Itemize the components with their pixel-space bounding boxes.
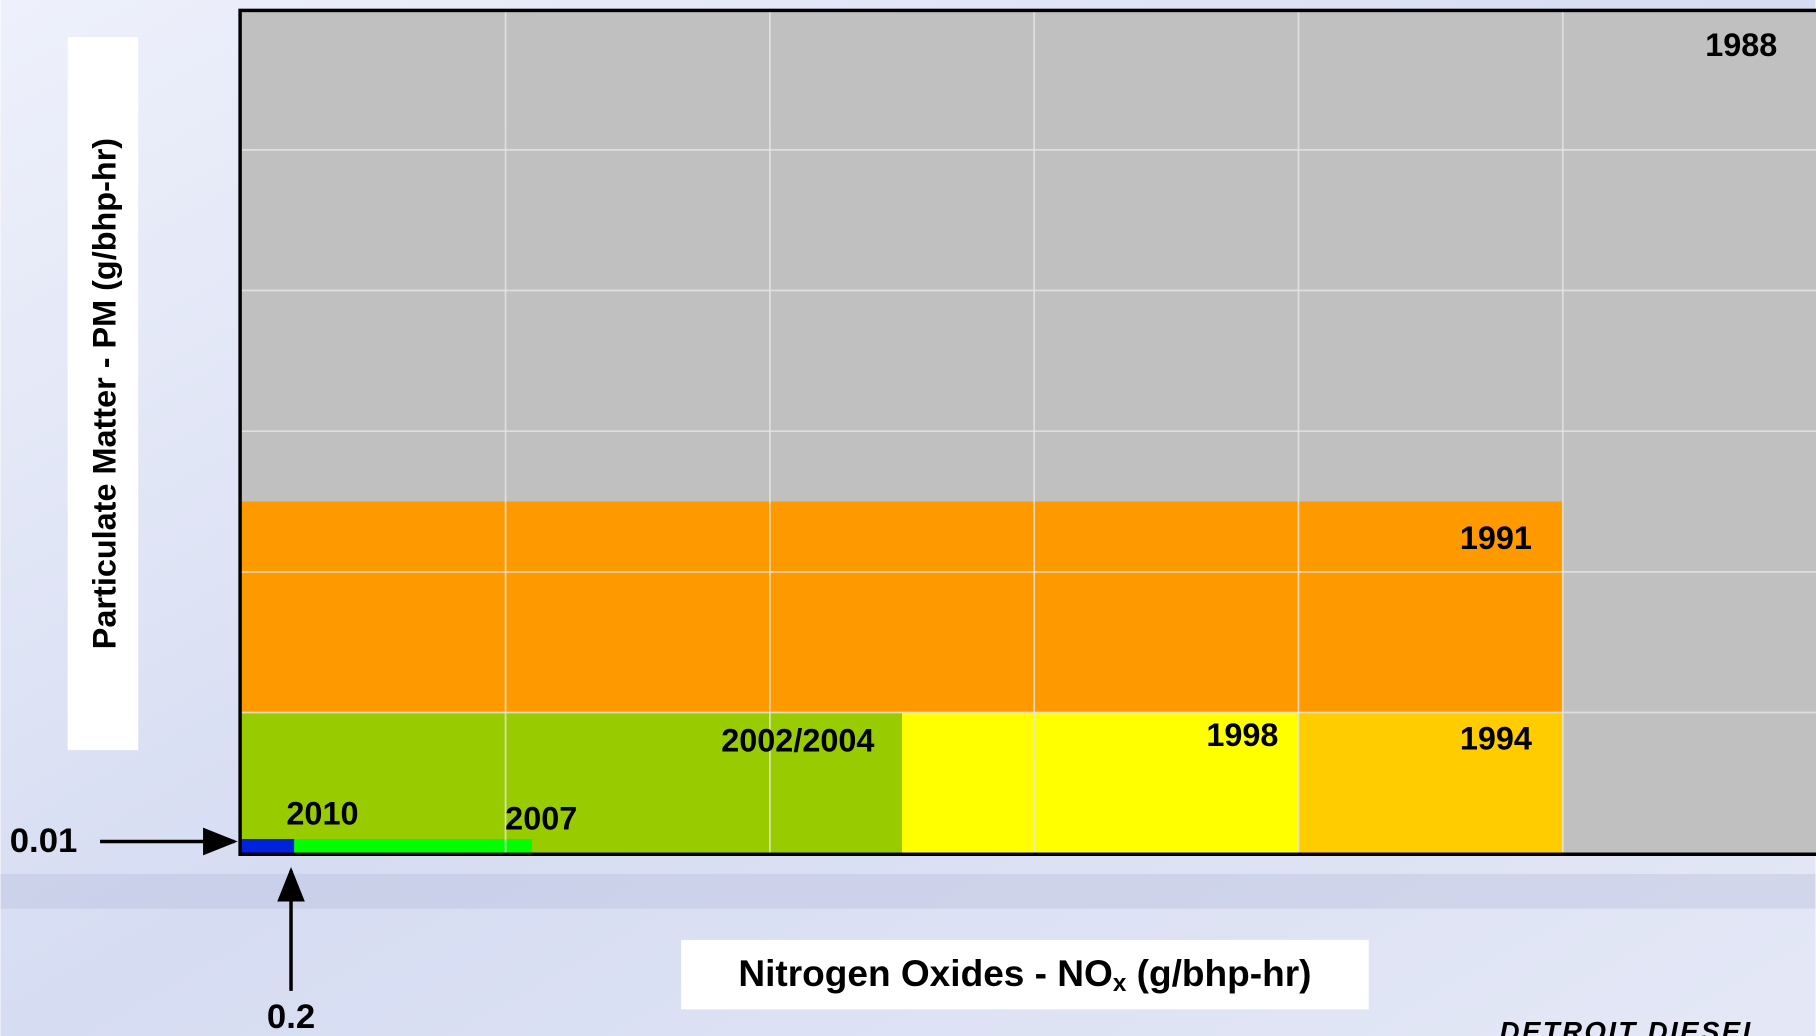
standard-rect: [241, 712, 903, 854]
x-label-sub: x: [1113, 970, 1127, 997]
x-marker-label: 0.2: [267, 998, 315, 1036]
standard-label: 1991: [1460, 520, 1532, 556]
x-label-box: [681, 939, 1369, 1010]
x-label-part: Nitrogen Oxides - NO: [738, 952, 1112, 994]
y-marker-label: 0.01: [10, 822, 78, 860]
plot-area: [241, 9, 1816, 854]
standard-label: 2002/2004: [721, 723, 874, 759]
standard-label: 1988: [1705, 27, 1777, 63]
standard-rect: [241, 839, 532, 854]
y-axis-label: Particulate Matter - PM (g/bhp-hr): [87, 138, 123, 649]
background-band: [0, 873, 1816, 909]
standard-label: 2010: [286, 796, 358, 832]
x-label-part: (g/bhp-hr): [1126, 952, 1311, 994]
standard-label: 1998: [1206, 717, 1278, 753]
plot-frame: [238, 8, 1816, 857]
standard-label: 1994: [1460, 720, 1532, 756]
x-axis-label: Nitrogen Oxides - NOx (g/bhp-hr): [738, 952, 1311, 998]
standard-label: 2007: [505, 800, 577, 836]
standard-rect: [241, 839, 295, 854]
logo: DETROIT DIESEL: [1500, 1016, 1762, 1036]
y-label-box: [67, 37, 139, 751]
